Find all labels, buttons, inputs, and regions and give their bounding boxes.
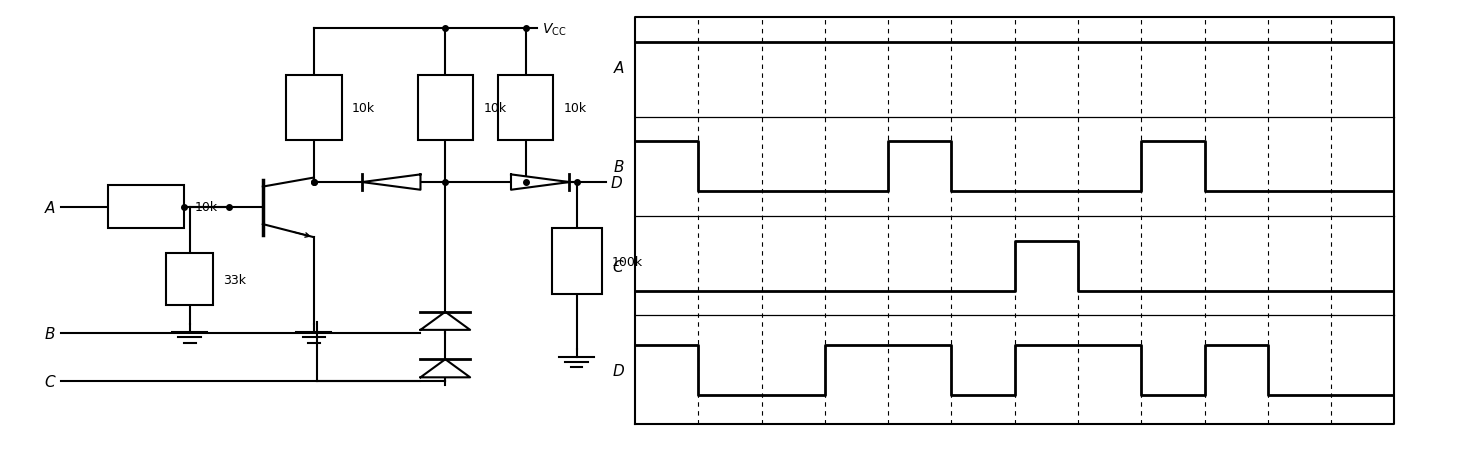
Text: $C$: $C$ <box>612 258 625 274</box>
Text: $C$: $C$ <box>44 373 57 389</box>
Text: 33k: 33k <box>223 273 247 286</box>
Bar <box>498 75 553 141</box>
Bar <box>418 75 473 141</box>
Text: 10k: 10k <box>194 201 218 214</box>
Text: $B$: $B$ <box>44 326 55 342</box>
Text: $D$: $D$ <box>612 362 625 378</box>
Text: $A$: $A$ <box>44 199 55 216</box>
Polygon shape <box>511 175 569 190</box>
Bar <box>166 253 213 306</box>
Text: 10k: 10k <box>352 102 375 115</box>
Bar <box>552 229 602 295</box>
Text: 10k: 10k <box>564 102 587 115</box>
Text: $D$: $D$ <box>610 175 623 191</box>
Text: 100k: 100k <box>612 255 642 268</box>
Polygon shape <box>362 175 420 190</box>
Text: $B$: $B$ <box>613 159 625 175</box>
Text: $V_{\mathrm{CC}}$: $V_{\mathrm{CC}}$ <box>542 21 566 37</box>
Bar <box>108 186 184 229</box>
Polygon shape <box>420 312 470 330</box>
Text: 10k: 10k <box>483 102 507 115</box>
Polygon shape <box>420 359 470 377</box>
Text: $A$: $A$ <box>613 60 625 76</box>
Bar <box>286 75 342 141</box>
